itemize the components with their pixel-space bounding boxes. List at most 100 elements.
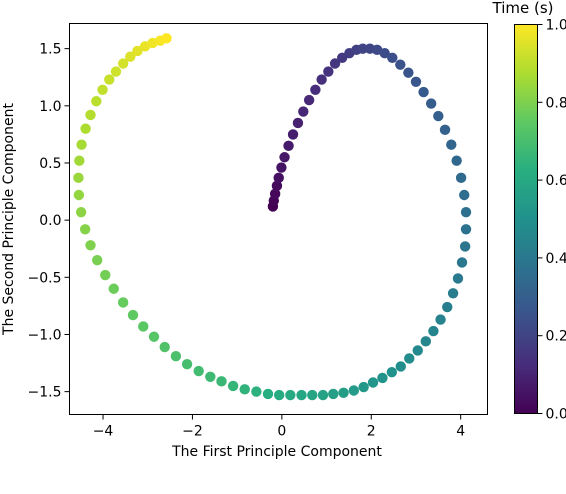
data-point: [433, 110, 444, 122]
x-tick-label: −2: [182, 424, 203, 440]
data-point: [76, 139, 87, 150]
x-tick-label: −4: [93, 424, 114, 440]
data-point: [285, 389, 296, 401]
data-point: [108, 283, 119, 294]
colorbar-ticks: 0.0 0.2 0.4 0.6 0.8 1.0: [537, 18, 566, 423]
scatter-points: [73, 33, 472, 401]
data-point: [460, 224, 472, 235]
data-point: [328, 388, 339, 400]
data-point: [296, 389, 307, 401]
data-point: [307, 389, 318, 401]
data-point: [85, 109, 96, 121]
data-point: [404, 353, 415, 364]
y-tick-label: −0.5: [28, 270, 62, 286]
y-axis-ticks: −1.5 −1.0 −0.5 0.0 0.5 1.0 1.5: [28, 42, 70, 401]
colorbar-tick-label: 0.2: [546, 329, 566, 345]
data-point: [410, 76, 422, 88]
data-point: [104, 74, 115, 85]
data-point: [74, 155, 85, 166]
y-tick-label: 0.5: [39, 156, 61, 172]
data-point: [148, 331, 160, 342]
data-point: [287, 129, 299, 140]
data-point: [100, 269, 111, 281]
data-point: [92, 254, 103, 266]
data-point: [348, 385, 360, 396]
data-point: [205, 371, 216, 382]
data-point: [316, 74, 327, 85]
data-point: [161, 33, 172, 44]
data-point: [216, 376, 227, 387]
data-point: [73, 189, 85, 201]
data-point: [85, 240, 96, 251]
data-point: [97, 84, 108, 96]
data-point: [273, 389, 285, 401]
data-point: [271, 180, 283, 192]
data-point: [117, 58, 129, 69]
x-tick-label: 0: [277, 424, 286, 440]
x-axis-ticks: −4 −2 0 2 4: [93, 414, 465, 440]
data-point: [110, 66, 122, 77]
data-point: [442, 301, 453, 313]
data-point: [79, 224, 91, 235]
data-point: [269, 188, 281, 200]
y-tick-label: 0.0: [39, 213, 61, 229]
colorbar-tick-label: 0.8: [546, 95, 566, 111]
plot-frame: [69, 23, 488, 415]
data-point: [138, 321, 149, 332]
data-point: [127, 309, 139, 321]
data-point: [292, 117, 304, 129]
data-point: [75, 206, 87, 218]
data-point: [170, 350, 182, 362]
data-point: [451, 155, 462, 166]
colorbar: [514, 24, 538, 414]
data-point: [452, 273, 464, 284]
data-point: [447, 288, 459, 299]
data-point: [459, 241, 471, 252]
data-point: [329, 58, 341, 69]
data-point: [283, 140, 294, 152]
data-point: [262, 388, 274, 400]
x-axis-label: The First Principle Component: [171, 444, 382, 460]
data-point: [435, 314, 446, 325]
colorbar-tick-label: 0.6: [546, 173, 566, 189]
data-point: [276, 162, 287, 173]
data-point: [181, 359, 193, 370]
data-point: [425, 98, 437, 109]
data-point: [412, 345, 423, 356]
data-point: [395, 361, 406, 372]
data-point: [73, 172, 84, 184]
colorbar-tick-label: 0.0: [546, 407, 566, 423]
data-point: [227, 380, 239, 392]
data-point: [338, 387, 349, 398]
data-point: [298, 106, 309, 117]
data-point: [239, 384, 250, 395]
data-point: [159, 341, 170, 353]
data-point: [193, 365, 204, 377]
data-point: [125, 51, 136, 62]
data-point: [273, 172, 284, 184]
data-point: [80, 123, 91, 134]
data-point: [428, 325, 439, 337]
y-axis-label: The Second Principle Component: [1, 103, 17, 336]
colorbar-title: Time (s): [492, 0, 554, 17]
data-point: [367, 377, 379, 388]
data-point: [317, 389, 329, 401]
data-point: [386, 367, 398, 378]
data-point: [418, 86, 429, 98]
data-point: [303, 94, 315, 106]
x-tick-label: 4: [456, 424, 465, 440]
data-point: [460, 206, 472, 218]
data-point: [455, 172, 467, 184]
data-point: [91, 96, 102, 107]
data-point: [456, 257, 468, 268]
data-point: [446, 139, 457, 150]
y-tick-label: −1.5: [28, 385, 62, 401]
data-point: [358, 381, 369, 393]
data-point: [117, 297, 129, 308]
data-point: [395, 59, 406, 70]
colorbar-tick-label: 0.4: [546, 251, 566, 267]
data-point: [323, 66, 334, 77]
caption-fragment: [0, 476, 566, 494]
data-point: [387, 52, 398, 63]
